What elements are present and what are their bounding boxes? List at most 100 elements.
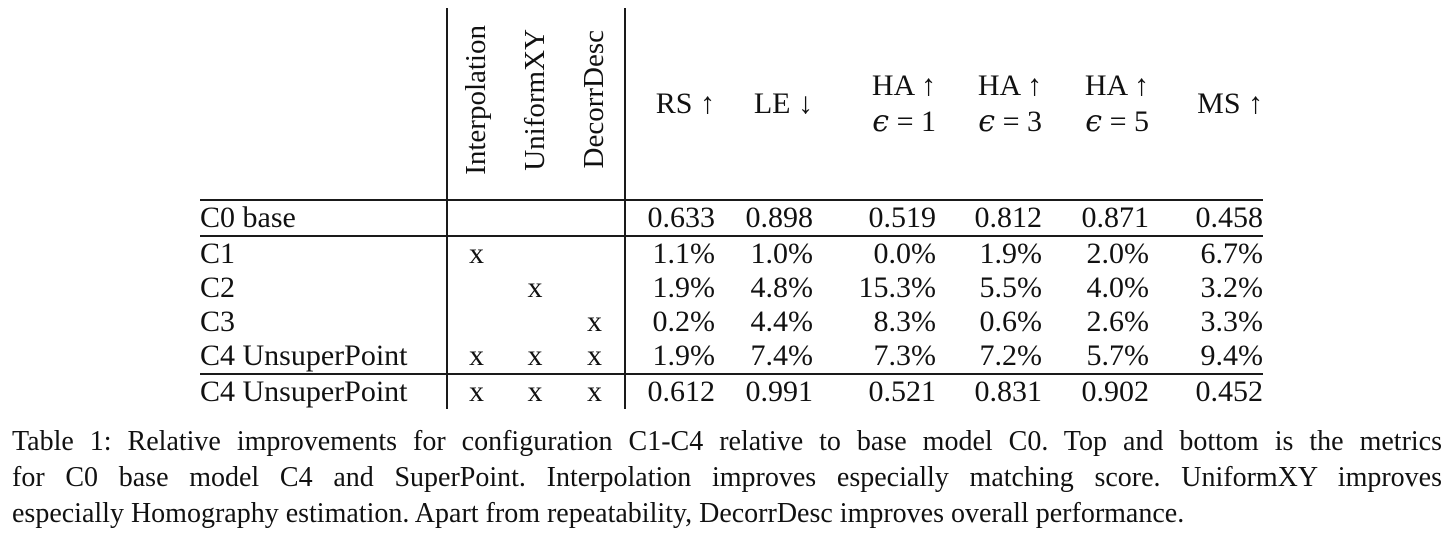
metric-value: 0.831 — [936, 373, 1042, 409]
metric-value: 0.521 — [813, 373, 936, 409]
metric-header-bottom: ϵ = 1 — [813, 104, 936, 140]
caption-line: Table 1: Relative improvements for confi… — [12, 426, 1442, 457]
metric-value: 0.452 — [1149, 373, 1263, 409]
feature-check-mark — [565, 271, 626, 305]
caption-line: especially Homography estimation. Apart … — [12, 498, 1185, 529]
feature-check-mark — [565, 199, 626, 236]
metric-header-bottom: LE ↓ — [715, 86, 813, 122]
epsilon-symbol: ϵ — [872, 103, 890, 139]
rotated-column-header-interpolation: Interpolation — [447, 8, 505, 200]
rotated-header-label: UniformXY — [518, 28, 551, 171]
rotated-header-label: Interpolation — [460, 24, 492, 175]
feature-check-mark — [447, 305, 505, 339]
metric-value: 3.2% — [1200, 271, 1264, 304]
header-row: Interpolation UniformXY DecorrDesc RS ↑ … — [200, 8, 1263, 200]
rotated-header-label: DecorrDesc — [578, 30, 610, 169]
metric-header-top: HA ↑ — [977, 68, 1042, 102]
metric-value: 0.6% — [979, 305, 1043, 338]
table-row-c3: C3 x 0.2% 4.4% 8.3% 0.6% 2.6% 3.3% — [200, 305, 1263, 339]
epsilon-symbol: ϵ — [1085, 103, 1103, 139]
row-label: C4 UnsuperPoint — [200, 339, 448, 374]
feature-check-mark — [505, 199, 565, 236]
metric-column-header-le: LE ↓ — [715, 8, 813, 200]
feature-check-mark — [505, 305, 565, 339]
feature-check-mark: x — [565, 373, 626, 409]
metric-value: 1.9% — [652, 339, 716, 372]
metric-value: 2.6% — [1086, 305, 1150, 338]
metric-value: 0.871 — [1042, 199, 1149, 236]
feature-check-mark — [505, 235, 565, 271]
metric-value: 0.0% — [813, 235, 936, 271]
metric-value: 3.3% — [1200, 305, 1264, 338]
metric-value: 1.9% — [936, 235, 1042, 271]
metric-value: 15.3% — [858, 271, 937, 304]
metric-header-label: RS ↑ — [655, 86, 715, 120]
table-caption: Table 1: Relative improvements for confi… — [12, 424, 1442, 532]
metric-value: 0.991 — [715, 373, 813, 409]
row-label-column-header — [200, 8, 448, 200]
metric-value: 0.612 — [625, 373, 715, 409]
metric-value: 0.812 — [936, 199, 1042, 236]
metric-value: 1.0% — [715, 235, 813, 271]
metric-column-header-ms: MS ↑ — [1149, 8, 1263, 200]
table-row-c1: C1 x 1.1% 1.0% 0.0% 1.9% 2.0% 6.7% — [200, 235, 1263, 271]
rotated-column-header-uniformxy: UniformXY — [505, 8, 565, 200]
feature-check-mark: x — [527, 271, 543, 304]
metric-header-top: HA ↑ — [1084, 68, 1149, 102]
metric-value: 0.898 — [715, 199, 813, 236]
epsilon-symbol: ϵ — [978, 103, 996, 139]
feature-check-mark: x — [505, 373, 565, 409]
metric-column-header-ha3: HA ↑ ϵ = 3 — [936, 8, 1042, 200]
feature-check-mark — [447, 199, 505, 236]
feature-check-mark: x — [565, 339, 626, 374]
metric-value: 5.5% — [979, 271, 1043, 304]
metric-header-label: MS ↑ — [1197, 86, 1263, 120]
metric-header-bottom: ϵ = 5 — [1042, 104, 1149, 140]
metric-header-bottom: RS ↑ — [626, 86, 715, 122]
metric-header-label: = 5 — [1102, 104, 1149, 138]
row-label: C2 — [200, 271, 448, 305]
metric-column-header-ha5: HA ↑ ϵ = 5 — [1042, 8, 1149, 200]
feature-check-mark — [565, 235, 626, 271]
metric-value: 2.0% — [1042, 235, 1149, 271]
metric-value: 0.633 — [625, 199, 715, 236]
metric-value: 0.458 — [1149, 199, 1263, 236]
metric-header-top: HA ↑ — [871, 68, 936, 102]
feature-check-mark: x — [447, 235, 505, 271]
feature-check-mark — [447, 271, 505, 305]
table-row-c4-relative: C4 UnsuperPoint x x x 1.9% 7.4% 7.3% 7.2… — [200, 339, 1263, 374]
metric-value: 1.9% — [652, 271, 716, 304]
metric-value: 8.3% — [873, 305, 937, 338]
metric-value: 4.8% — [750, 271, 814, 304]
feature-check-mark: x — [527, 339, 543, 372]
table-row-c0-base: C0 base 0.633 0.898 0.519 0.812 0.871 0.… — [200, 199, 1263, 236]
caption-line: for C0 base model C4 and SuperPoint. Int… — [12, 462, 1442, 493]
metric-value: 7.2% — [979, 339, 1043, 372]
metric-value: 1.1% — [625, 235, 715, 271]
feature-check-mark: x — [565, 305, 626, 339]
metric-header-label: = 3 — [995, 104, 1042, 138]
metric-column-header-rs: RS ↑ — [625, 8, 715, 200]
rotated-column-header-decorrdesc: DecorrDesc — [565, 8, 626, 200]
metric-value: 4.0% — [1086, 271, 1150, 304]
row-label: C0 base — [200, 199, 448, 236]
metric-value: 5.7% — [1086, 339, 1150, 372]
feature-check-mark: x — [447, 373, 505, 409]
metric-header-label: LE ↓ — [753, 86, 813, 120]
row-label: C1 — [200, 235, 448, 271]
metric-value: 0.519 — [813, 199, 936, 236]
row-label: C3 — [200, 305, 448, 339]
row-label: C4 UnsuperPoint — [200, 373, 448, 409]
metric-header-label: = 1 — [889, 104, 936, 138]
feature-check-mark: x — [469, 339, 484, 372]
metric-value: 7.3% — [873, 339, 937, 372]
metric-value: 0.2% — [652, 305, 716, 338]
metric-value: 6.7% — [1149, 235, 1263, 271]
metric-value: 4.4% — [750, 305, 814, 338]
metric-header-bottom: MS ↑ — [1149, 86, 1263, 122]
metric-header-bottom: ϵ = 3 — [936, 104, 1042, 140]
table-row-c4-absolute: C4 UnsuperPoint x x x 0.612 0.991 0.521 … — [200, 373, 1263, 409]
results-table: Interpolation UniformXY DecorrDesc RS ↑ … — [200, 8, 1263, 409]
metric-value: 9.4% — [1200, 339, 1264, 372]
